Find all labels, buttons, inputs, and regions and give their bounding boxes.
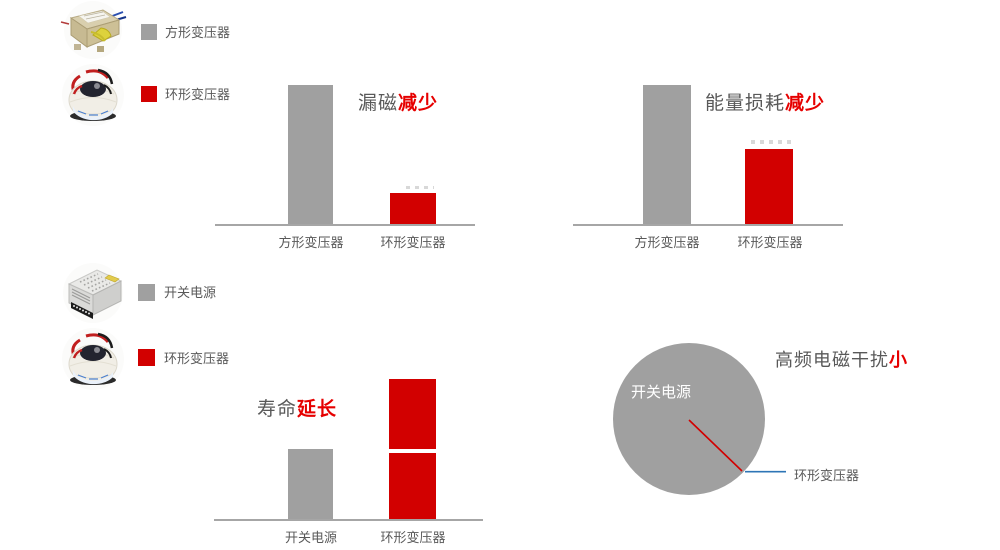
- erased-label-artifact: [406, 186, 434, 189]
- toroidal-transformer-photo: [60, 326, 126, 397]
- legend-swatch-red: [141, 86, 157, 102]
- ei-transformer-photo: [57, 0, 129, 65]
- pie-slice-switching-power-supply: [613, 343, 765, 495]
- chart-title-lifespan: 寿命延长: [257, 394, 337, 421]
- chart-title-magnetic-leakage: 漏磁减少: [358, 88, 438, 115]
- bar-segment-divider: [388, 449, 437, 453]
- chart-title-accent: 减少: [785, 93, 826, 114]
- category-label: 环形变压器: [380, 530, 446, 545]
- chart-title-accent: 延长: [297, 399, 338, 420]
- x-axis: [214, 519, 483, 521]
- chart-title-emi: 高频电磁干扰小: [775, 346, 908, 372]
- category-label: 方形变压器: [634, 235, 700, 250]
- erased-label-artifact: [751, 140, 791, 144]
- category-label: 开关电源: [284, 530, 338, 545]
- chart-title-accent: 小: [889, 350, 908, 370]
- x-axis: [573, 224, 843, 226]
- category-label: 方形变压器: [278, 235, 344, 250]
- legend-label: 环形变压器: [164, 351, 230, 366]
- chart-title-accent: 减少: [398, 93, 439, 114]
- chart-title-energy-loss: 能量损耗减少: [705, 88, 825, 115]
- legend-swatch-red: [138, 349, 155, 366]
- legend-label: 方形变压器: [165, 25, 231, 40]
- toroidal-transformer-photo: [60, 62, 126, 133]
- chart-title-plain: 寿命: [257, 399, 298, 420]
- switching-power-supply-photo: [57, 262, 129, 329]
- pie-label-inside: 开关电源: [631, 384, 692, 401]
- pie-slice-toroidal-transformer: [688, 419, 743, 472]
- legend-label: 环形变压器: [165, 87, 231, 102]
- legend-label: 开关电源: [164, 285, 217, 300]
- category-label: 环形变压器: [737, 235, 803, 250]
- legend-swatch-gray: [138, 284, 155, 301]
- category-label: 环形变压器: [380, 235, 446, 250]
- chart-title-plain: 高频电磁干扰: [775, 350, 889, 370]
- pie-label-callout: 环形变压器: [794, 468, 860, 483]
- chart-title-plain: 漏磁: [358, 93, 399, 114]
- emi-pie-chart: [600, 335, 880, 510]
- legend-swatch-gray: [141, 24, 157, 40]
- x-axis: [215, 224, 475, 226]
- chart-title-plain: 能量损耗: [705, 93, 786, 114]
